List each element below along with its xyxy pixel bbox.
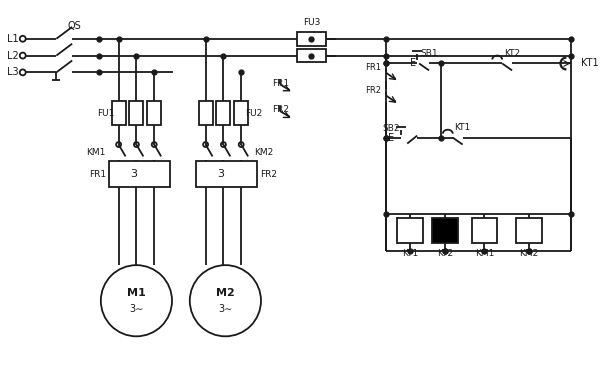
Text: FU2: FU2 (245, 109, 263, 118)
Text: SB1: SB1 (420, 49, 438, 58)
Bar (472, 218, 497, 243)
Text: KT1: KT1 (455, 123, 471, 132)
Text: KT2: KT2 (437, 249, 453, 258)
Text: KT1: KT1 (402, 249, 418, 258)
Text: E: E (410, 58, 416, 68)
Text: SB2: SB2 (383, 124, 400, 133)
Bar (296, 49, 326, 63)
Text: FU3: FU3 (302, 18, 320, 28)
Text: QS: QS (67, 21, 81, 31)
Text: FR2: FR2 (272, 105, 289, 115)
Text: E: E (388, 133, 395, 142)
Text: FR1: FR1 (272, 79, 289, 88)
Bar (296, 32, 326, 46)
Text: L2: L2 (7, 50, 19, 61)
Bar (196, 161, 257, 187)
Bar (432, 218, 458, 243)
Bar (217, 101, 230, 125)
Text: 3: 3 (130, 169, 137, 179)
Text: FR2: FR2 (365, 86, 382, 95)
Text: KT1: KT1 (581, 58, 599, 68)
Bar (516, 218, 542, 243)
Bar (147, 101, 161, 125)
Text: M2: M2 (216, 288, 235, 298)
Circle shape (190, 265, 261, 336)
Text: KM1: KM1 (475, 249, 494, 258)
Text: L3: L3 (7, 67, 19, 78)
Text: L1: L1 (7, 34, 19, 44)
Text: KM1: KM1 (86, 148, 106, 157)
Text: FR1: FR1 (365, 63, 382, 72)
Text: 3∼: 3∼ (218, 304, 233, 314)
Bar (199, 101, 212, 125)
Text: KM2: KM2 (254, 148, 274, 157)
Text: FR2: FR2 (260, 170, 277, 179)
Bar (130, 101, 143, 125)
Bar (234, 101, 248, 125)
Text: M1: M1 (127, 288, 146, 298)
Text: 3: 3 (217, 169, 224, 179)
Text: FU1: FU1 (97, 109, 115, 118)
Bar (397, 218, 423, 243)
Text: 3∼: 3∼ (129, 304, 143, 314)
Bar (109, 161, 170, 187)
Bar (112, 101, 125, 125)
Text: FR1: FR1 (89, 170, 106, 179)
Circle shape (101, 265, 172, 336)
Text: KM2: KM2 (519, 249, 538, 258)
Text: KT2: KT2 (504, 49, 520, 58)
